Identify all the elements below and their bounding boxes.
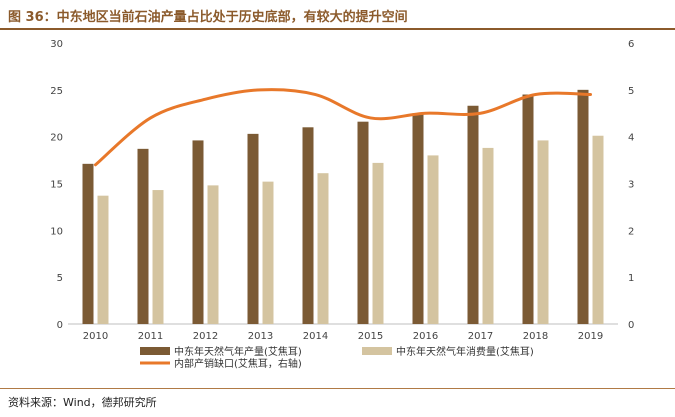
x-tick-label: 2017 bbox=[468, 331, 493, 342]
x-tick-label: 2013 bbox=[248, 331, 273, 342]
source-note: 资料来源：Wind，德邦研究所 bbox=[8, 396, 157, 409]
y2-tick-label: 0 bbox=[628, 320, 634, 331]
y-tick-label: 5 bbox=[57, 273, 63, 284]
x-tick-label: 2011 bbox=[138, 331, 163, 342]
gap-line bbox=[94, 88, 592, 167]
x-tick-label: 2018 bbox=[523, 331, 548, 342]
production-bar bbox=[357, 121, 369, 325]
y-tick-label: 25 bbox=[50, 86, 63, 97]
production-bar bbox=[467, 105, 479, 324]
legend-label: 中东年天然气年产量(艾焦耳) bbox=[174, 345, 302, 358]
x-tick-label: 2019 bbox=[578, 331, 603, 342]
x-tick-label: 2015 bbox=[358, 331, 383, 342]
production-bar bbox=[137, 148, 149, 324]
legend-label: 内部产销缺口(艾焦耳，右轴) bbox=[174, 357, 302, 370]
y2-tick-label: 4 bbox=[628, 133, 634, 144]
consumption-bar bbox=[262, 181, 274, 324]
y-tick-label: 20 bbox=[50, 133, 63, 144]
consumption-bar bbox=[537, 140, 549, 324]
y2-tick-label: 1 bbox=[628, 273, 634, 284]
consumption-bar bbox=[152, 190, 164, 324]
legend-swatch bbox=[140, 347, 170, 355]
chart-legend: 中东年天然气年产量(艾焦耳) 中东年天然气年消费量(艾焦耳) 内部产销缺口(艾焦耳，… bbox=[140, 345, 534, 370]
production-bar bbox=[412, 113, 424, 324]
consumption-bar bbox=[207, 185, 219, 324]
y2-tick-label: 6 bbox=[628, 39, 634, 50]
y-tick-label: 30 bbox=[50, 39, 63, 50]
figure-title: 图 36：中东地区当前石油产量占比处于历史底部，有较大的提升空间 bbox=[8, 10, 408, 25]
production-bar bbox=[302, 127, 314, 324]
y2-tick-label: 3 bbox=[628, 180, 634, 191]
consumption-bar bbox=[482, 147, 494, 324]
chart-line bbox=[94, 88, 592, 167]
consumption-bar bbox=[97, 195, 109, 324]
chart-bars bbox=[82, 89, 604, 325]
consumption-bar bbox=[592, 135, 604, 324]
production-bar bbox=[577, 89, 589, 324]
y-tick-label: 10 bbox=[50, 226, 63, 237]
x-tick-label: 2010 bbox=[83, 331, 108, 342]
production-bar bbox=[82, 163, 94, 324]
legend-swatch bbox=[362, 347, 392, 355]
consumption-bar bbox=[427, 155, 439, 324]
title-divider bbox=[0, 28, 675, 30]
production-bar bbox=[522, 94, 534, 325]
production-bar bbox=[192, 140, 204, 324]
y2-tick-label: 2 bbox=[628, 226, 634, 237]
footer-divider bbox=[0, 388, 675, 389]
x-tick-label: 2014 bbox=[303, 331, 328, 342]
legend-label: 中东年天然气年消费量(艾焦耳) bbox=[396, 345, 534, 358]
x-tick-label: 2012 bbox=[193, 331, 218, 342]
x-tick-label: 2016 bbox=[413, 331, 438, 342]
y2-tick-label: 5 bbox=[628, 86, 634, 97]
y-tick-label: 0 bbox=[57, 320, 63, 331]
production-bar bbox=[247, 133, 259, 324]
y-tick-label: 15 bbox=[50, 180, 63, 191]
consumption-bar bbox=[317, 173, 329, 324]
consumption-bar bbox=[372, 162, 384, 324]
